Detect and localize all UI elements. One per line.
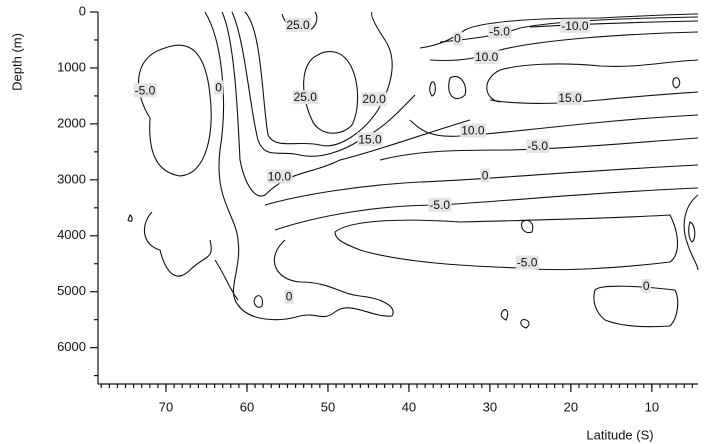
contour-label-bg (284, 289, 294, 304)
contour-label: 10.0 (268, 169, 292, 183)
contour-label: -5.0 (135, 83, 156, 97)
contour-label: -5.0 (527, 139, 548, 153)
contour-line (683, 194, 699, 271)
contour-label-bg (361, 92, 388, 107)
contour-label-bg (292, 90, 319, 105)
contour-line (138, 44, 212, 177)
contour-lines (127, 11, 699, 329)
x-tick-label: 50 (321, 399, 335, 414)
contour-line (486, 59, 699, 103)
contour-label-bg (641, 279, 651, 294)
contour-label: -5.0 (489, 25, 510, 39)
contour-label-bg (428, 197, 452, 212)
contour-label-bg (460, 123, 486, 138)
contour-line (529, 20, 699, 28)
contour-line (204, 11, 394, 321)
contour-labels: 25.0 0 -5.0 -10.0 10.0 -5.0 0 25.0 20.0 15.0 15.0 1… (133, 17, 651, 304)
y-tick-label: 2000 (57, 115, 86, 130)
contour-label: -5.0 (429, 198, 450, 212)
y-tick-label: 3000 (57, 171, 86, 186)
contour-label: 15.0 (358, 132, 382, 146)
contour-label: -5.0 (517, 256, 538, 270)
contour-label-bg (214, 80, 224, 95)
axes: 70 60 50 40 30 20 10 0 1000 2000 3000 4000 5000 6000 (57, 3, 698, 414)
contour-label: 0 (215, 80, 222, 94)
contour-label-bg (480, 168, 490, 183)
contour-label: 0 (454, 32, 461, 46)
contour-line (439, 16, 699, 43)
contour-label: 25.0 (286, 18, 310, 32)
contour-label-bg (560, 18, 590, 33)
contour-label: 0 (482, 168, 489, 182)
y-tick-label: 4000 (57, 227, 86, 242)
contour-line (264, 164, 699, 206)
contour-label: 10.0 (461, 123, 485, 137)
contour-line (334, 214, 679, 271)
y-tick-label: 0 (79, 3, 86, 18)
contour-line (244, 11, 393, 147)
contour-label-bg (488, 24, 512, 39)
x-tick-label: 40 (402, 399, 416, 414)
contour-label: 10.0 (475, 50, 499, 64)
contour-label-bg (285, 17, 312, 32)
contour-label: -10.0 (561, 19, 589, 33)
y-tick-label: 6000 (57, 339, 86, 354)
x-tick-label: 30 (483, 399, 497, 414)
contour-line (379, 137, 699, 161)
contour-line (214, 259, 239, 301)
contour-label: 25.0 (294, 90, 318, 104)
contour-label: 20.0 (362, 92, 386, 106)
contour-line (593, 285, 679, 328)
y-tick-label: 5000 (57, 283, 86, 298)
x-axis-label: Latitude (S) (586, 427, 653, 442)
y-axis-label: Depth (m) (9, 33, 24, 91)
contour-line (127, 214, 534, 329)
x-tick-label: 20 (564, 399, 578, 414)
contour-line (409, 114, 699, 137)
contour-label: 15.0 (558, 91, 582, 105)
contour-label: 0 (643, 279, 650, 293)
contour-line (489, 91, 699, 104)
contour-line (143, 211, 212, 277)
contour-label-bg (453, 31, 463, 46)
contour-label-bg (133, 83, 157, 98)
contour-line (231, 11, 416, 157)
contour-label-bg (357, 132, 384, 147)
contour-label: 0 (286, 290, 293, 304)
contour-label-bg (557, 91, 584, 106)
contour-label-bg (515, 255, 539, 270)
contour-line (419, 13, 699, 49)
contour-line (253, 295, 263, 308)
contour-line (221, 11, 471, 197)
contour-label-bg (266, 169, 293, 184)
x-tick-label: 10 (645, 399, 659, 414)
x-tick-label: 70 (159, 399, 173, 414)
contour-line (274, 187, 699, 231)
y-tick-label: 1000 (57, 59, 86, 74)
contour-line (429, 76, 681, 100)
contour-line (429, 31, 699, 62)
x-tick-label: 60 (240, 399, 254, 414)
contour-label-bg (526, 139, 550, 154)
contour-label-bg (473, 50, 500, 65)
